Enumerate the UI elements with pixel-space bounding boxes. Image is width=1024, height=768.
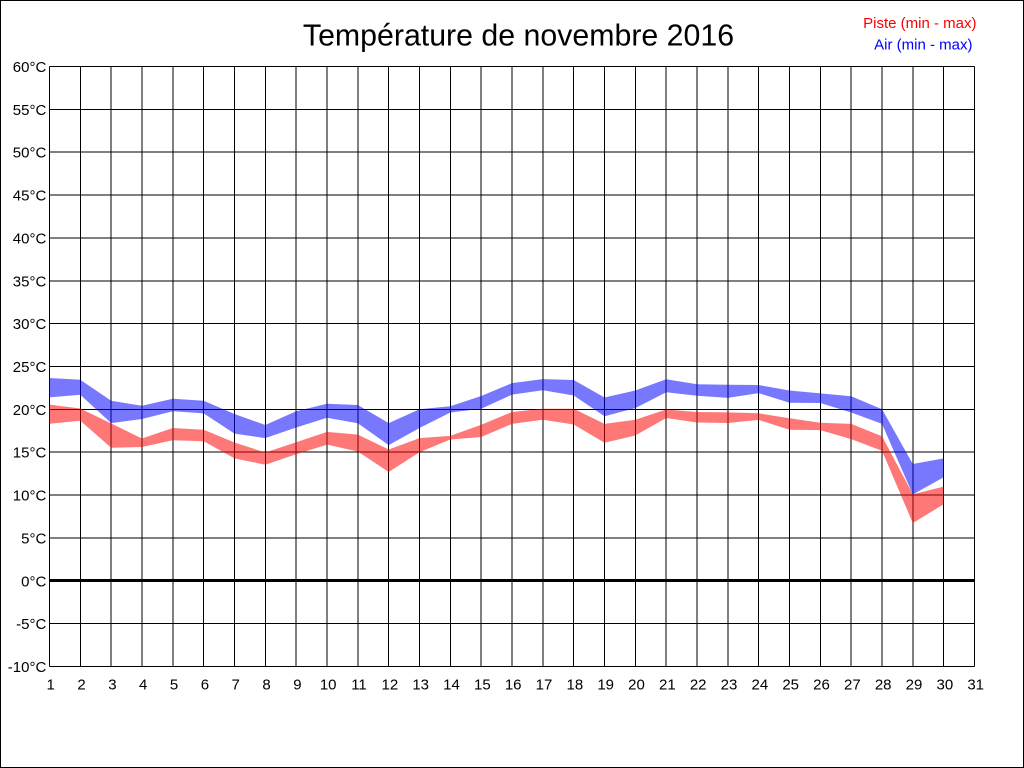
svg-text:25: 25 xyxy=(782,676,799,693)
svg-text:Température de novembre 2016: Température de novembre 2016 xyxy=(303,20,734,53)
svg-text:Air (min - max): Air (min - max) xyxy=(874,37,972,54)
svg-text:25°C: 25°C xyxy=(13,359,47,376)
svg-text:-10°C: -10°C xyxy=(8,659,47,676)
svg-text:60°C: 60°C xyxy=(13,59,47,76)
svg-text:17: 17 xyxy=(536,676,553,693)
svg-text:12: 12 xyxy=(382,676,399,693)
svg-text:45°C: 45°C xyxy=(13,188,47,205)
svg-text:-5°C: -5°C xyxy=(16,616,46,633)
svg-text:19: 19 xyxy=(597,676,614,693)
svg-text:7: 7 xyxy=(232,676,240,693)
svg-text:15: 15 xyxy=(474,676,491,693)
svg-text:0°C: 0°C xyxy=(21,573,46,590)
svg-text:20: 20 xyxy=(628,676,645,693)
svg-text:29: 29 xyxy=(906,676,923,693)
svg-text:10: 10 xyxy=(320,676,337,693)
svg-text:11: 11 xyxy=(351,676,367,693)
svg-text:28: 28 xyxy=(875,676,892,693)
svg-text:3: 3 xyxy=(108,676,116,693)
svg-text:16: 16 xyxy=(505,676,522,693)
svg-text:1: 1 xyxy=(47,676,55,693)
svg-text:2: 2 xyxy=(77,676,85,693)
svg-text:14: 14 xyxy=(443,676,460,693)
svg-text:Piste (min - max): Piste (min - max) xyxy=(863,15,976,32)
svg-text:23: 23 xyxy=(721,676,738,693)
svg-text:24: 24 xyxy=(752,676,769,693)
svg-text:9: 9 xyxy=(293,676,301,693)
svg-text:8: 8 xyxy=(262,676,270,693)
svg-text:55°C: 55°C xyxy=(13,102,47,119)
svg-text:4: 4 xyxy=(139,676,147,693)
svg-text:35°C: 35°C xyxy=(13,273,47,290)
svg-text:26: 26 xyxy=(813,676,830,693)
svg-text:30: 30 xyxy=(937,676,954,693)
svg-text:5: 5 xyxy=(170,676,178,693)
svg-text:6: 6 xyxy=(201,676,209,693)
svg-text:13: 13 xyxy=(412,676,429,693)
svg-text:50°C: 50°C xyxy=(13,145,47,162)
svg-text:15°C: 15°C xyxy=(13,445,47,462)
svg-text:27: 27 xyxy=(844,676,861,693)
svg-text:20°C: 20°C xyxy=(13,402,47,419)
svg-text:5°C: 5°C xyxy=(21,530,46,547)
svg-text:31: 31 xyxy=(967,676,984,693)
svg-text:30°C: 30°C xyxy=(13,316,47,333)
svg-text:21: 21 xyxy=(659,676,676,693)
svg-text:10°C: 10°C xyxy=(13,488,47,505)
svg-text:40°C: 40°C xyxy=(13,230,47,247)
svg-text:18: 18 xyxy=(567,676,584,693)
svg-text:22: 22 xyxy=(690,676,707,693)
